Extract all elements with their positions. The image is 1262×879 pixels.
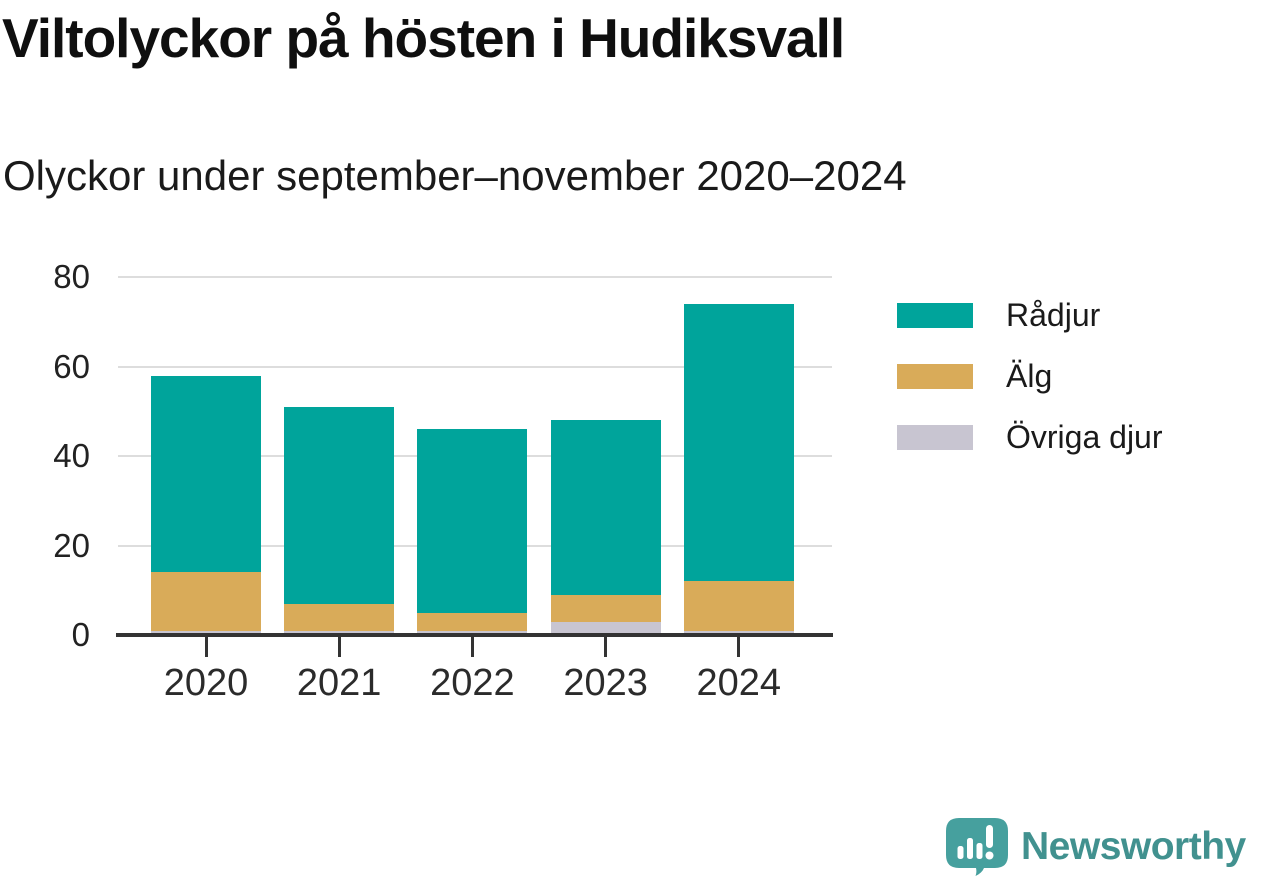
bar-segment-2024-Övriga djur [683,630,794,635]
y-axis-tick-label: 40 [53,437,90,475]
bar-segment-2020-Älg [151,572,261,631]
newsworthy-logo-text: Newsworthy [1021,825,1246,868]
gridline-80 [118,276,832,279]
newsworthy-branding: Newsworthy [946,818,1246,876]
legend-item-alg: Älg [897,358,1163,394]
x-axis-label-2023: 2023 [563,662,648,704]
legend-item-ovriga-djur: Övriga djur [897,419,1163,455]
chart-subtitle: Olyckor under september–november 2020–20… [3,152,907,199]
legend-swatch-radjur [897,303,973,328]
x-axis-label-2024: 2024 [696,662,782,704]
x-axis-label-2021: 2021 [296,662,382,704]
y-axis-tick-label: 20 [53,526,90,564]
bar-segment-2022-Älg [417,612,528,631]
y-axis-tick-label: 60 [53,347,90,385]
bar-segment-2020-Rådjur [151,375,261,573]
chart-title: Viltolyckor på hösten i Hudiksvall [2,7,845,69]
x-axis-label-2020: 2020 [163,662,249,704]
y-axis-tick-label: 0 [71,616,90,653]
x-axis-tick-2023 [604,637,608,657]
x-axis-tick-2020 [204,637,208,657]
bar-segment-2021-Rådjur [284,407,395,604]
x-axis-label-2022: 2022 [430,662,515,704]
bar-segment-2021-Älg [284,603,395,631]
bar-segment-2022-Rådjur [417,429,528,613]
legend-label-radjur: Rådjur [1006,297,1101,333]
bar-segment-2024-Älg [683,581,794,631]
bar-segment-2022-Övriga djur [417,630,528,635]
newsworthy-logo-icon [946,818,1008,876]
x-axis-tick-2021 [337,637,341,657]
bar-segment-2023-Älg [550,594,661,622]
gridline-60 [118,365,832,368]
x-axis-tick-2024 [737,637,741,657]
legend-item-radjur: Rådjur [897,297,1163,333]
bar-segment-2023-Övriga djur [550,621,661,635]
x-axis-tick-2022 [470,637,474,657]
legend-label-ovriga-djur: Övriga djur [1006,419,1163,455]
bar-segment-2023-Rådjur [550,420,661,595]
legend-swatch-ovriga-djur [897,425,973,450]
legend: Rådjur Älg Övriga djur [897,297,1163,455]
x-axis-line [116,633,833,637]
legend-swatch-alg [897,364,973,389]
y-axis-tick-label: 80 [53,258,90,296]
bar-segment-2020-Övriga djur [151,630,261,635]
bar-segment-2021-Övriga djur [284,630,395,635]
bar-segment-2024-Rådjur [683,304,794,582]
legend-label-alg: Älg [1006,358,1053,394]
